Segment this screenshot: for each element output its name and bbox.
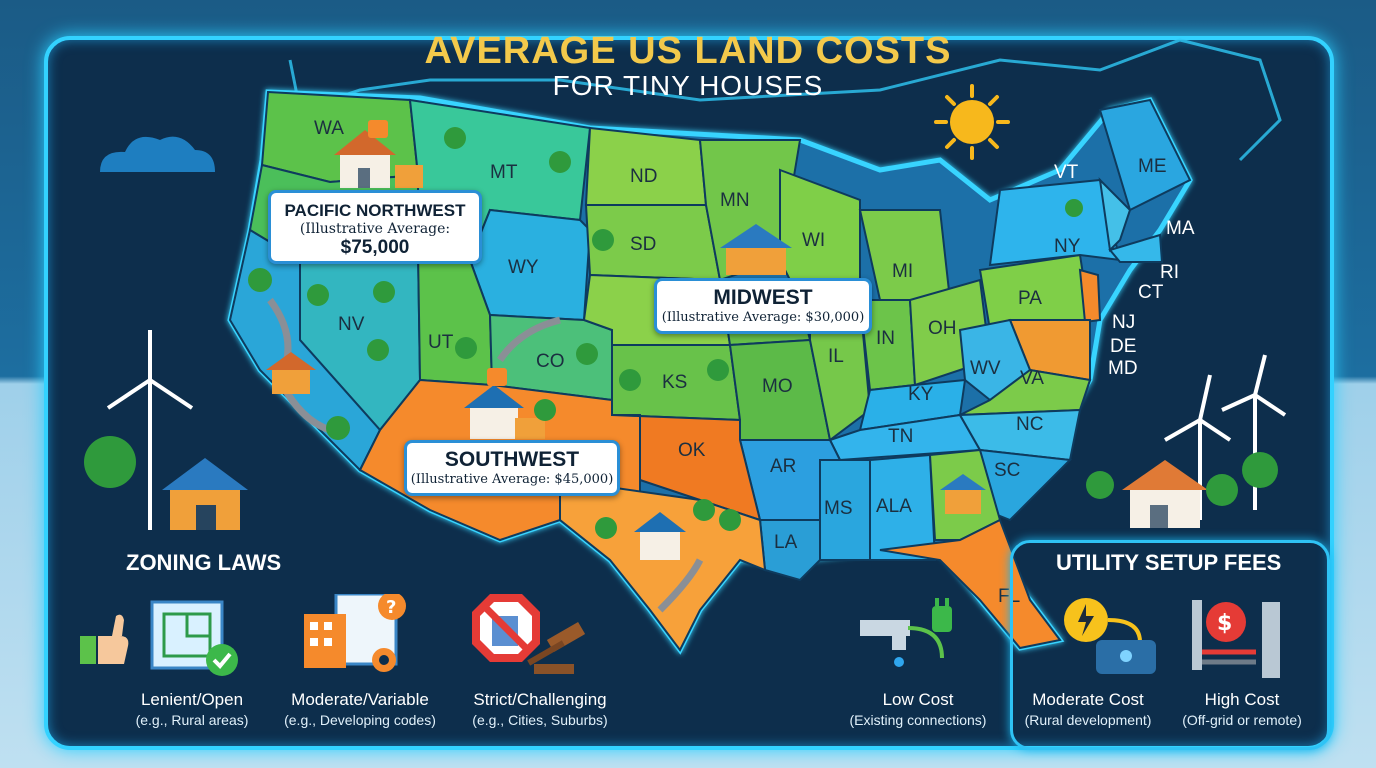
pin-icon	[368, 120, 507, 386]
state-label-nj: NJ	[1112, 312, 1135, 333]
state-label-ar: AR	[770, 456, 796, 477]
state-label-me: ME	[1138, 156, 1167, 177]
building-gears-icon: ?	[304, 594, 406, 672]
state-me	[1098, 98, 1192, 212]
state-label-va: VA	[1020, 368, 1044, 389]
state-label-nv: NV	[338, 314, 365, 335]
state-ny	[988, 178, 1122, 267]
sun-icon	[934, 84, 1010, 160]
zoning-sub-lenient: (e.g., Rural areas)	[135, 712, 249, 728]
state-label-mi: MI	[892, 261, 913, 282]
utility-sub-moderate: (Rural development)	[1024, 712, 1152, 728]
state-fl	[879, 518, 1062, 650]
utility-legend-panel	[1010, 540, 1330, 750]
state-label-in: IN	[876, 328, 895, 349]
region-name: PACIFIC NORTHWEST	[284, 201, 466, 220]
state-vt	[1098, 177, 1132, 253]
house-icon	[334, 130, 423, 188]
house-icon	[464, 385, 545, 439]
no-building-gavel-icon	[472, 594, 586, 674]
state-label-wi: WI	[802, 230, 825, 251]
house-icon	[940, 474, 986, 514]
state-label-ok: OK	[678, 440, 706, 461]
state-label-vt: VT	[1054, 162, 1079, 183]
zoning-title: ZONING LAWS	[126, 550, 282, 575]
state-nj	[1078, 268, 1102, 324]
state-label-ala: ALA	[876, 496, 912, 517]
utility-label-high: High Cost	[1204, 690, 1280, 709]
utility-sub-high: (Off-grid or remote)	[1182, 712, 1302, 728]
power-water-tank-icon	[1064, 598, 1156, 674]
state-label-ms: MS	[824, 498, 853, 519]
utility-label-moderate: Moderate Cost	[1032, 690, 1144, 709]
state-label-co: CO	[536, 351, 565, 372]
wind-turbine-icon	[106, 330, 194, 530]
state-label-mo: MO	[762, 376, 793, 397]
state-label-sd: SD	[630, 234, 656, 255]
page-subtitle: FOR TINY HOUSES	[552, 70, 824, 101]
tree-icon	[84, 127, 1278, 539]
region-tag-midwest: MIDWEST (Illustrative Average: $30,000)	[654, 278, 872, 334]
state-label-ct: CT	[1138, 282, 1164, 303]
region-tag-southwest: SOUTHWEST (Illustrative Average: $45,000…	[404, 440, 620, 496]
state-label-sc: SC	[994, 460, 1020, 481]
road	[657, 558, 704, 613]
state-label-wy: WY	[508, 257, 539, 278]
road	[497, 316, 561, 363]
state-label-de: DE	[1110, 336, 1136, 357]
state-label-ky: KY	[908, 384, 934, 405]
state-label-la: LA	[774, 532, 798, 553]
region-tag-pacific-northwest: PACIFIC NORTHWEST (Illustrative Average:…	[268, 190, 482, 264]
state-label-ma: MA	[1166, 218, 1195, 239]
canada-outline	[288, 38, 1282, 162]
state-ma	[1108, 233, 1164, 263]
svg-text:$: $	[1217, 611, 1232, 636]
state-label-ri: RI	[1160, 262, 1179, 283]
utility-title: UTILITY SETUP FEES	[1056, 550, 1282, 575]
state-label-ks: KS	[662, 372, 687, 393]
zoning-label-strict: Strict/Challenging	[473, 690, 607, 709]
house-icon	[720, 224, 792, 275]
house-icon	[1122, 460, 1208, 528]
page-title: AVERAGE US LAND COSTS	[424, 30, 952, 72]
state-label-wa: WA	[314, 118, 344, 139]
cloud-icon	[100, 136, 215, 172]
state-label-il: IL	[828, 346, 844, 367]
house-icon	[162, 458, 248, 530]
faucet-plug-icon	[860, 598, 952, 667]
state-label-mn: MN	[720, 190, 750, 211]
state-label-ny: NY	[1054, 236, 1081, 257]
region-average: (Illustrative Average: $45,000)	[410, 472, 614, 487]
region-average-value: $75,000	[340, 237, 410, 258]
state-label-tn: TN	[888, 426, 913, 447]
region-average: (Illustrative Average: $30,000)	[661, 310, 865, 325]
state-label-fl: FL	[998, 586, 1020, 607]
svg-text:?: ?	[386, 597, 396, 618]
dollar-pipes-icon: $	[1192, 600, 1280, 678]
state-label-mt: MT	[490, 162, 518, 183]
state-label-nd: ND	[630, 166, 657, 187]
state-label-md: MD	[1108, 358, 1138, 379]
house-icon	[634, 512, 686, 560]
state-label-pa: PA	[1018, 288, 1042, 309]
utility-sub-low: (Existing connections)	[849, 712, 987, 728]
state-label-wv: WV	[970, 358, 1001, 379]
thumbs-up-blueprint-icon	[80, 600, 238, 676]
region-average: (Illustrative Average:	[299, 221, 451, 237]
zoning-sub-moderate: (e.g., Developing codes)	[284, 712, 436, 728]
zoning-sub-strict: (e.g., Cities, Suburbs)	[472, 712, 608, 728]
region-name: MIDWEST	[713, 286, 813, 309]
house-icon	[266, 352, 316, 394]
state-label-nc: NC	[1016, 414, 1043, 435]
zoning-label-lenient: Lenient/Open	[140, 690, 244, 709]
region-name: SOUTHWEST	[444, 448, 580, 471]
utility-label-low: Low Cost	[882, 690, 954, 709]
zoning-label-moderate: Moderate/Variable	[291, 690, 429, 709]
state-label-ut: UT	[428, 332, 454, 353]
state-labels: WA MT ND MN SD WY NV UT CO KS MO IL IN O…	[314, 118, 1195, 607]
state-va	[959, 368, 1092, 416]
state-label-oh: OH	[928, 318, 957, 339]
